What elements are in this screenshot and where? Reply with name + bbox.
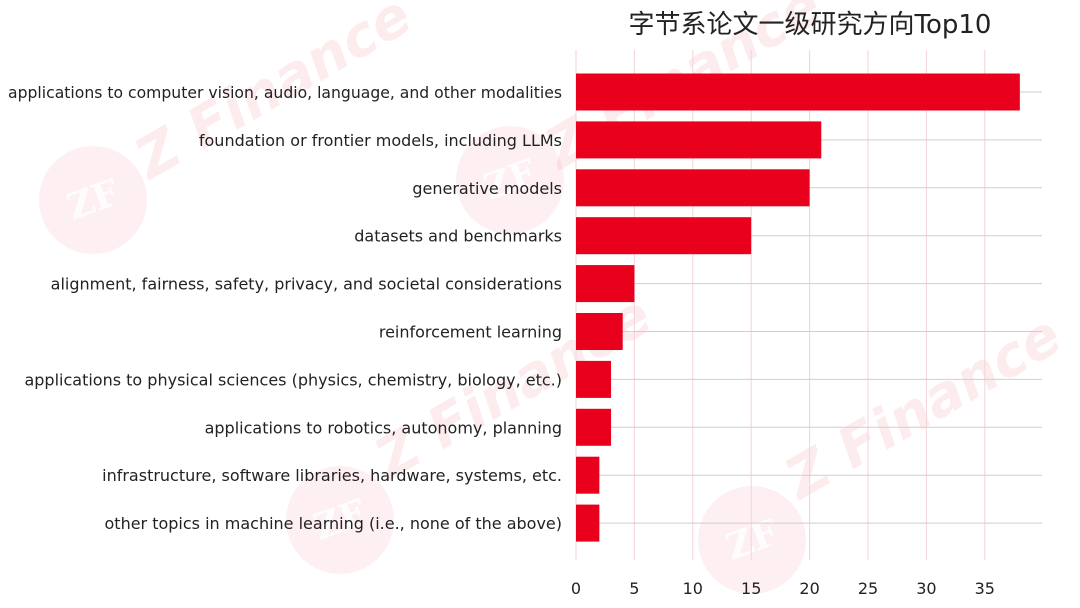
bar <box>576 408 612 446</box>
category-label: applications to robotics, autonomy, plan… <box>205 418 562 437</box>
x-tick-label: 5 <box>629 579 639 598</box>
bars <box>576 73 1020 542</box>
x-tick-label: 15 <box>741 579 761 598</box>
x-tick-label: 25 <box>858 579 878 598</box>
bar <box>576 169 810 207</box>
x-tick-label: 20 <box>799 579 819 598</box>
watermark-logo-circle <box>698 486 806 594</box>
bar <box>576 265 635 303</box>
category-label: infrastructure, software libraries, hard… <box>102 466 562 485</box>
watermark-text: Z Finance <box>773 303 1072 513</box>
chart-title: 字节系论文一级研究方向Top10 <box>629 10 992 40</box>
x-tick-label: 10 <box>683 579 703 598</box>
category-label: other topics in machine learning (i.e., … <box>105 514 563 533</box>
watermark: ZFZ Finance <box>698 303 1072 594</box>
bar <box>576 313 623 350</box>
bar <box>576 73 1020 111</box>
x-tick-label: 35 <box>975 579 995 598</box>
category-label: datasets and benchmarks <box>354 227 562 246</box>
watermark-logo-circle <box>39 146 147 254</box>
category-label: alignment, fairness, safety, privacy, an… <box>51 275 562 294</box>
watermark-logo-circle <box>456 126 564 234</box>
category-label: foundation or frontier models, including… <box>199 131 562 150</box>
category-label: generative models <box>412 179 562 198</box>
bar <box>576 217 752 255</box>
category-label: applications to physical sciences (physi… <box>24 370 562 389</box>
bar <box>576 504 600 542</box>
category-label: applications to computer vision, audio, … <box>8 83 562 102</box>
bar <box>576 121 822 159</box>
watermark-logo-circle <box>286 466 394 574</box>
category-label: reinforcement learning <box>379 323 562 342</box>
category-labels: applications to computer vision, audio, … <box>8 83 562 533</box>
bar <box>576 360 612 398</box>
bar <box>576 456 600 494</box>
x-tick-labels: 0 5 10 15 20 25 30 35 <box>571 579 995 598</box>
x-tick-label: 30 <box>916 579 936 598</box>
x-tick-label: 0 <box>571 579 581 598</box>
watermark: ZFZ Finance <box>39 0 422 254</box>
